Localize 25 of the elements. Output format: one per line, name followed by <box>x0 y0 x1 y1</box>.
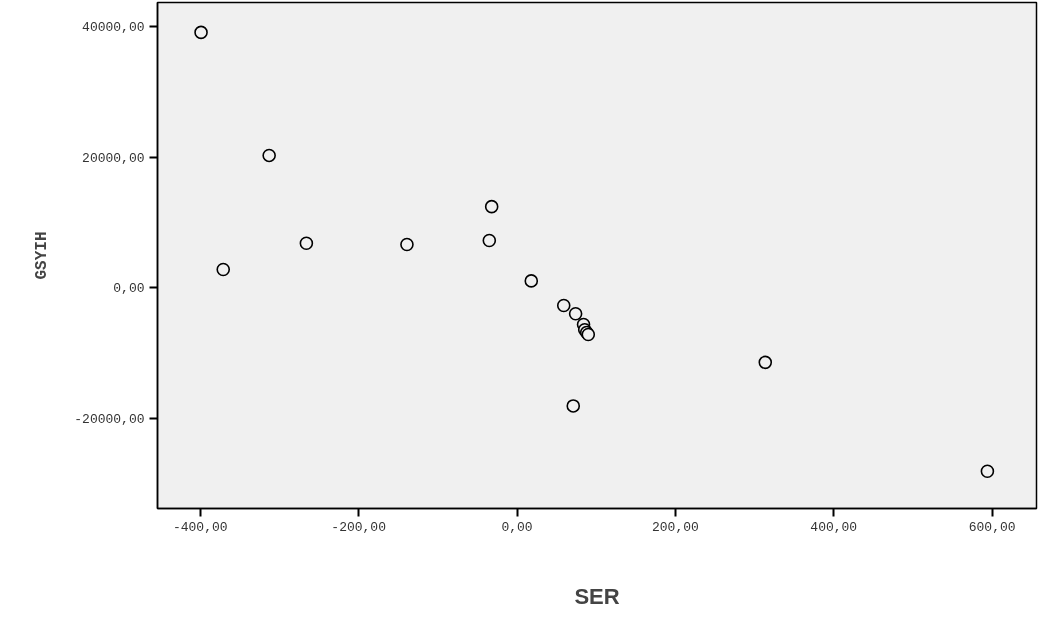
y-tick-label: 0,00 <box>113 281 145 296</box>
point <box>299 236 314 251</box>
point <box>568 306 583 321</box>
point <box>566 399 581 413</box>
x-tick-label: 200,00 <box>651 519 699 535</box>
y-axis-title: GSYIH <box>33 231 52 280</box>
x-tick-label: 400,00 <box>810 519 858 535</box>
x-tick-label: 600,00 <box>968 519 1016 535</box>
point <box>262 148 276 163</box>
point <box>216 262 231 277</box>
x-tick-label: 0,00 <box>501 519 533 535</box>
y-tick-label: 40000,00 <box>82 20 145 36</box>
x-tick-label: -400,00 <box>172 519 228 535</box>
point <box>524 274 539 288</box>
y-tick-label: 20000,00 <box>82 150 145 166</box>
point <box>482 233 497 248</box>
point <box>556 298 571 313</box>
point <box>194 25 208 40</box>
x-axis-title: SER <box>574 583 620 609</box>
point <box>400 237 414 252</box>
x-tick-label: -200,00 <box>331 519 386 535</box>
point <box>980 464 995 479</box>
point <box>484 199 499 214</box>
y-tick-label: -20000,00 <box>74 411 145 427</box>
point <box>758 355 773 370</box>
